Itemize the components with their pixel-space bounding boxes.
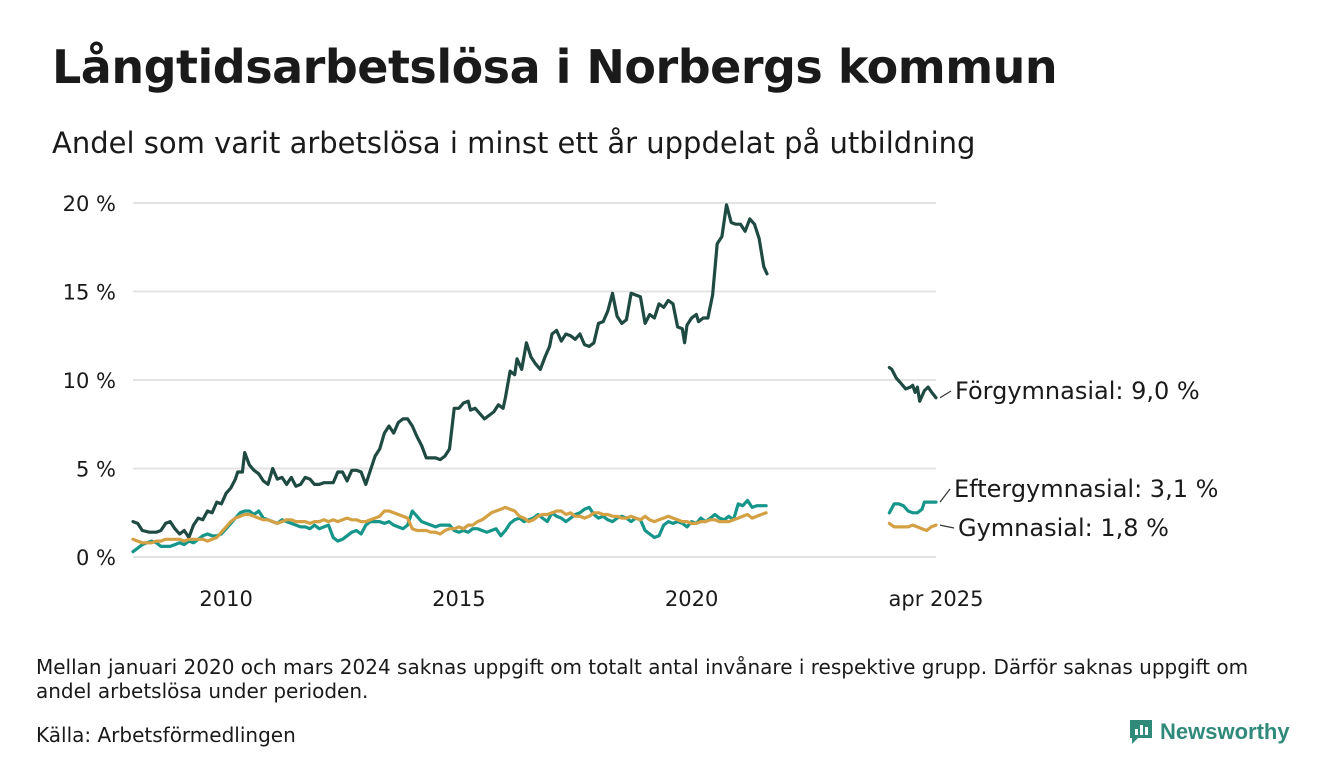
x-tick-label: 2020 <box>665 587 718 611</box>
y-tick-label: 5 % <box>76 458 116 482</box>
series-line-eftergymnasial <box>887 500 938 515</box>
series-label-gymnasial: Gymnasial: 1,8 % <box>958 514 1169 542</box>
brand-logo: Newsworthy <box>1128 718 1290 746</box>
x-axis-ticks: 2010 2015 2020 apr 2025 <box>199 587 983 611</box>
series-label-forgymnasial: Förgymnasial: 9,0 % <box>955 377 1200 405</box>
chart-title: Långtidsarbetslösa i Norbergs kommun <box>52 40 1058 94</box>
source-note: Källa: Arbetsförmedlingen <box>36 723 296 747</box>
x-tick-label: apr 2025 <box>889 587 984 611</box>
label-leader-line <box>939 524 955 529</box>
y-tick-label: 15 % <box>63 281 116 305</box>
series-label-eftergymnasial: Eftergymnasial: 3,1 % <box>954 475 1218 503</box>
line-chart: 0 %5 %10 %15 %20 % 2010 2015 2020 apr 2025 … <box>63 192 1219 611</box>
series-line-forgymnasial <box>887 366 938 403</box>
brand-name: Newsworthy <box>1160 719 1290 744</box>
series-lines <box>131 203 938 554</box>
footnote: Mellan januari 2020 och mars 2024 saknas… <box>36 655 1249 703</box>
series-end-labels: Förgymnasial: 9,0 % Eftergymnasial: 3,1 %… <box>939 377 1218 542</box>
series-line-gymnasial <box>131 505 768 545</box>
x-tick-label: 2010 <box>199 587 252 611</box>
series-line-eftergymnasial <box>131 498 768 554</box>
label-leader-line <box>939 390 952 399</box>
label-leader-line <box>939 488 951 503</box>
series-line-forgymnasial <box>131 203 769 540</box>
x-tick-label: 2015 <box>432 587 485 611</box>
chart-subtitle: Andel som varit arbetslösa i minst ett å… <box>52 126 976 160</box>
newsworthy-logo-icon <box>1130 720 1152 744</box>
gridlines <box>133 202 936 558</box>
y-tick-label: 0 % <box>76 546 116 570</box>
y-tick-label: 10 % <box>63 369 116 393</box>
y-tick-label: 20 % <box>63 192 116 216</box>
series-line-gymnasial <box>887 521 938 533</box>
y-axis-ticks: 0 % 5 % 10 % 15 % 20 % <box>63 192 116 570</box>
